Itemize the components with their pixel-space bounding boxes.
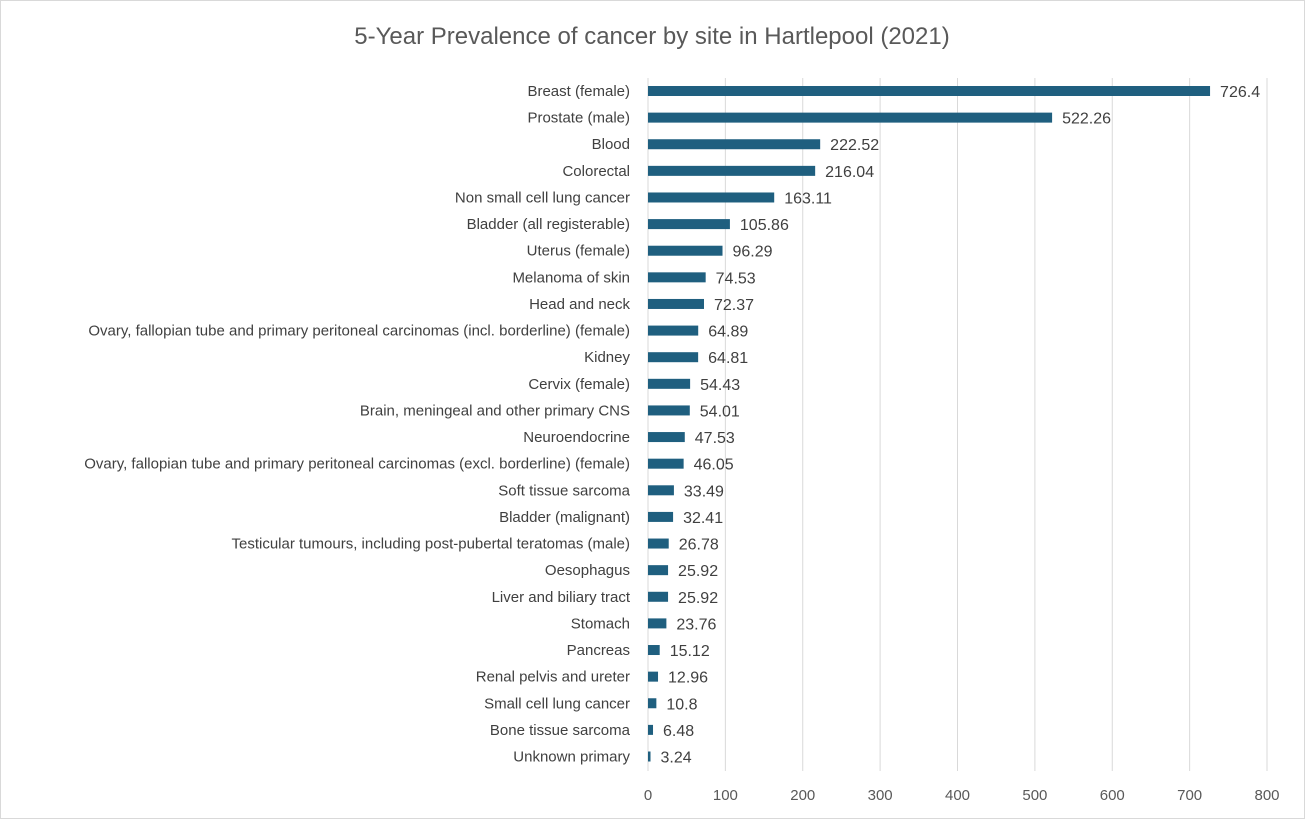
x-tick-label: 0: [644, 787, 652, 804]
category-label: Ovary, fallopian tube and primary perito…: [88, 323, 630, 340]
bar: [648, 724, 654, 735]
gridlines: [647, 78, 1268, 771]
data-label: 25.92: [678, 563, 718, 580]
bar: [648, 485, 674, 496]
bar: [648, 432, 685, 443]
category-label: Bone tissue sarcoma: [490, 722, 631, 739]
category-label: Blood: [592, 136, 630, 153]
data-label: 12.96: [668, 670, 708, 687]
bar: [648, 405, 690, 416]
data-label: 216.04: [825, 164, 874, 181]
chart-title: 5-Year Prevalence of cancer by site in H…: [354, 23, 949, 50]
category-label: Liver and biliary tract: [492, 589, 631, 606]
category-label: Stomach: [571, 615, 630, 632]
category-label: Melanoma of skin: [512, 269, 630, 286]
category-label: Oesophagus: [545, 562, 630, 579]
bar: [648, 245, 723, 256]
category-label: Prostate (male): [527, 110, 630, 127]
category-label: Neuroendocrine: [523, 429, 630, 446]
bar: [648, 272, 706, 283]
category-label: Ovary, fallopian tube and primary perito…: [84, 456, 630, 473]
category-label: Testicular tumours, including post-puber…: [231, 536, 630, 553]
category-label: Uterus (female): [527, 243, 630, 260]
category-label: Unknown primary: [513, 749, 630, 766]
bar: [648, 139, 821, 150]
category-label: Head and neck: [529, 296, 630, 313]
data-label: 47.53: [695, 430, 735, 447]
bar: [648, 538, 669, 549]
data-label: 222.52: [830, 137, 879, 154]
data-label: 25.92: [678, 590, 718, 607]
x-tick-label: 600: [1100, 787, 1125, 804]
bar: [648, 565, 669, 576]
data-label: 6.48: [663, 723, 694, 740]
data-label: 54.01: [700, 403, 740, 420]
x-tick-label: 800: [1254, 787, 1279, 804]
data-label: 163.11: [784, 190, 832, 207]
bars: [648, 86, 1211, 762]
category-label: Small cell lung cancer: [484, 695, 630, 712]
bar: [648, 298, 704, 309]
bar: [648, 86, 1211, 96]
data-label: 15.12: [670, 643, 710, 660]
data-label: 64.81: [708, 350, 748, 367]
bar: [648, 352, 699, 363]
data-label: 10.8: [666, 696, 697, 713]
data-label: 32.41: [683, 510, 723, 527]
data-label: 72.37: [714, 297, 754, 314]
data-label: 726.4: [1220, 84, 1260, 101]
category-label: Breast (female): [527, 83, 630, 100]
x-tick-label: 500: [1022, 787, 1047, 804]
category-label: Renal pelvis and ureter: [476, 669, 630, 686]
value-labels: 726.4 522.26 222.52 216.04 163.11 105.86 96.29…: [661, 84, 1261, 767]
x-axis-tick-labels: 0 100 200 300 400 500 600 700 800: [644, 787, 1280, 804]
data-label: 96.29: [733, 244, 773, 261]
data-label: 74.53: [716, 270, 756, 287]
data-label: 105.86: [740, 217, 789, 234]
x-tick-label: 400: [945, 787, 970, 804]
data-label: 33.49: [684, 483, 724, 500]
bar: [648, 618, 667, 629]
data-label: 64.89: [708, 324, 748, 341]
data-label: 46.05: [694, 457, 734, 474]
category-labels: Breast (female) Prostate (male) Blood Color…: [84, 83, 631, 766]
bar: [648, 378, 691, 389]
bar: [648, 671, 659, 682]
category-label: Pancreas: [567, 642, 630, 659]
bar: [648, 325, 699, 336]
x-tick-label: 700: [1177, 787, 1202, 804]
bar: [648, 112, 1053, 123]
x-tick-label: 100: [713, 787, 738, 804]
category-label: Bladder (all registerable): [467, 216, 630, 233]
bar: [648, 511, 674, 522]
category-label: Colorectal: [562, 163, 630, 180]
category-label: Non small cell lung cancer: [455, 189, 630, 206]
x-tick-label: 200: [790, 787, 815, 804]
data-label: 23.76: [676, 616, 716, 633]
bar: [648, 645, 660, 656]
bar: [648, 698, 657, 709]
category-label: Brain, meningeal and other primary CNS: [360, 402, 630, 419]
category-label: Cervix (female): [528, 376, 630, 393]
data-label: 522.26: [1062, 111, 1111, 128]
bar: [648, 219, 730, 230]
bar: [648, 458, 684, 469]
category-label: Bladder (malignant): [499, 509, 630, 526]
data-label: 3.24: [661, 750, 692, 767]
bar: [648, 591, 669, 602]
bar: [648, 165, 816, 176]
data-label: 54.43: [700, 377, 740, 394]
data-label: 26.78: [679, 537, 719, 554]
bar: [648, 192, 775, 203]
category-label: Soft tissue sarcoma: [498, 482, 630, 499]
x-tick-label: 300: [868, 787, 893, 804]
bar: [648, 751, 651, 762]
category-label: Kidney: [584, 349, 630, 366]
